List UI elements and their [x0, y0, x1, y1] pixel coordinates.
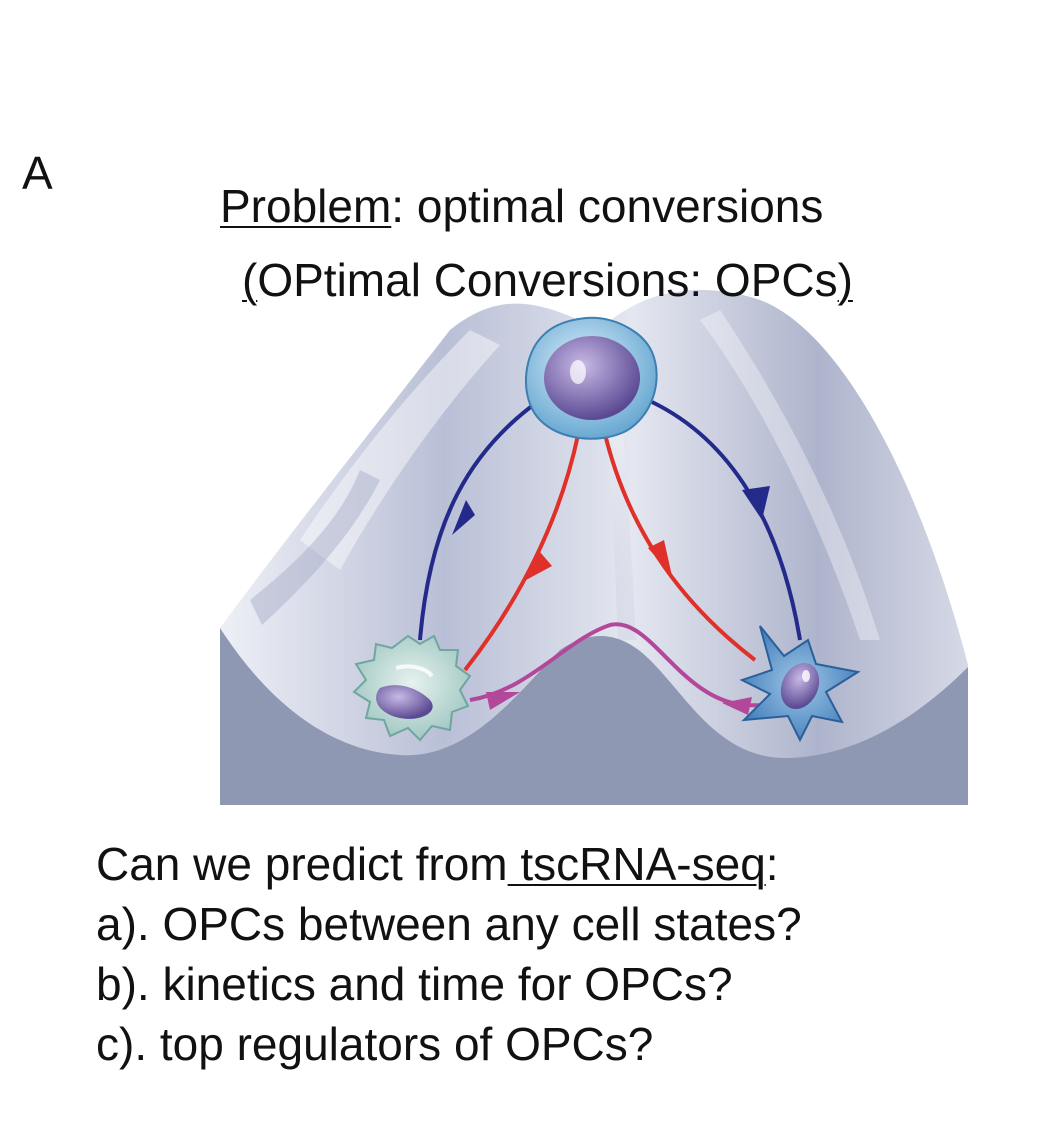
intro-link: tscRNA-seq: [507, 838, 766, 890]
subtitle-middle: OPtimal Conversions: OPCs: [257, 254, 838, 306]
title-problem: Problem: [220, 180, 392, 232]
question-item-c: c). top regulators of OPCs?: [96, 1018, 654, 1070]
research-questions: Can we predict from tscRNA-seq: a). OPCs…: [96, 834, 802, 1074]
subtitle-close: ): [837, 254, 853, 306]
figure-subtitle: (OPtimal Conversions: OPCs): [242, 252, 853, 308]
questions-intro: Can we predict from tscRNA-seq:: [96, 834, 802, 894]
question-item-a: a). OPCs between any cell states?: [96, 898, 802, 950]
figure-title: Problem: optimal conversions: [220, 178, 823, 234]
panel-label: A: [22, 147, 53, 199]
macrophage-cell-icon: [352, 634, 472, 742]
intro-start: Can we predict from: [96, 838, 508, 890]
fibroblast-cell-icon: [739, 625, 861, 743]
subtitle-open: (: [242, 254, 258, 306]
intro-end: :: [765, 838, 779, 890]
stem-cell-icon: [525, 316, 658, 440]
title-rest: : optimal conversions: [391, 180, 824, 232]
question-item-b: b). kinetics and time for OPCs?: [96, 958, 733, 1010]
